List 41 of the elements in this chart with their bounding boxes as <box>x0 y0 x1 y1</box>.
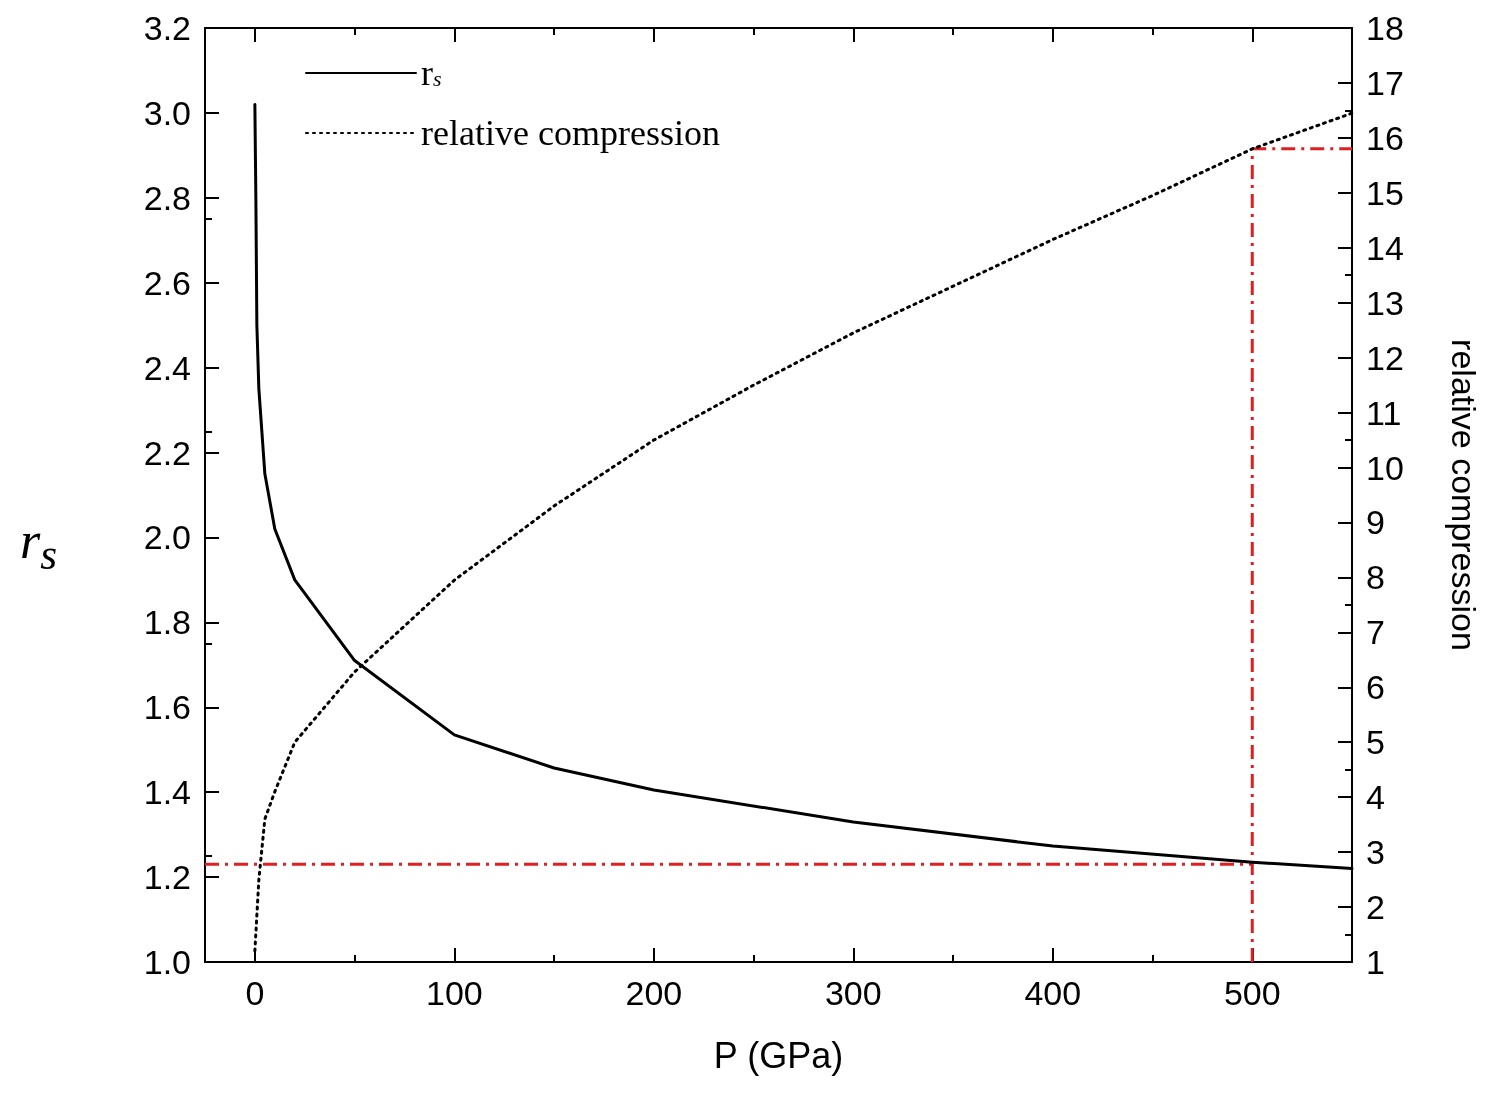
y2-tick-label: 9 <box>1366 503 1385 542</box>
y2-tick-label: 1 <box>1366 943 1385 981</box>
x-tick-label: 500 <box>1223 974 1281 1012</box>
y-axis-title: r$_{s}$ <box>20 512 58 579</box>
y-tick-label: 2.2 <box>143 433 191 472</box>
y-tick-label: 1.4 <box>143 773 191 812</box>
legend-label: relative compression <box>421 113 720 153</box>
x-tick-label: 400 <box>1024 974 1082 1012</box>
y2-tick-label: 15 <box>1366 173 1404 212</box>
y2-tick-label: 3 <box>1366 833 1385 872</box>
y2-tick-label: 5 <box>1366 723 1385 762</box>
x-tick-label: 300 <box>824 974 882 1012</box>
y2-tick-label: 12 <box>1366 338 1404 377</box>
y2-tick-label: 18 <box>1366 9 1404 47</box>
y-tick-label: 1.0 <box>143 943 191 981</box>
y2-tick-label: 6 <box>1366 668 1385 707</box>
x-tick-label: 100 <box>425 974 483 1012</box>
y-tick-label: 3.2 <box>143 9 191 47</box>
y2-tick-label: 8 <box>1366 558 1385 597</box>
y-tick-label: 2.4 <box>143 348 191 387</box>
y2-tick-label: 17 <box>1366 63 1404 102</box>
y2-tick-label: 14 <box>1366 228 1404 267</box>
x-tick-label: 200 <box>625 974 683 1012</box>
y-tick-label: 3.0 <box>143 93 191 132</box>
y-tick-label: 2.0 <box>143 518 191 557</box>
y-tick-label: 2.6 <box>143 263 191 302</box>
x-axis-title: P (GPa) <box>713 1034 844 1076</box>
y2-tick-label: 7 <box>1366 613 1385 652</box>
x-tick-label: 0 <box>245 974 265 1012</box>
y2-axis-title: relative compression <box>1445 339 1483 651</box>
y2-tick-label: 10 <box>1366 448 1404 487</box>
y2-tick-label: 16 <box>1366 118 1404 157</box>
y2-tick-label: 11 <box>1366 393 1402 432</box>
y2-tick-label: 2 <box>1366 888 1385 927</box>
y-tick-label: 1.6 <box>143 688 191 727</box>
y-tick-label: 1.2 <box>143 858 191 897</box>
y2-tick-label: 4 <box>1366 778 1385 817</box>
y-tick-label: 2.8 <box>143 178 191 217</box>
y2-tick-label: 13 <box>1366 283 1404 322</box>
y-tick-label: 1.8 <box>143 603 191 642</box>
legend-label: rs <box>421 53 442 93</box>
